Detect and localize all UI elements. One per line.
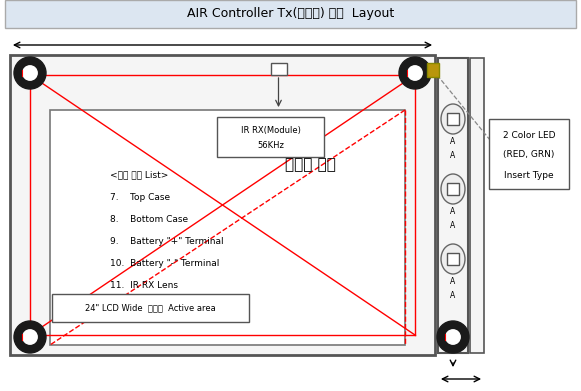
Bar xyxy=(470,58,484,353)
FancyBboxPatch shape xyxy=(489,119,569,189)
Circle shape xyxy=(23,66,37,80)
Text: Insert Type: Insert Type xyxy=(504,170,554,179)
Bar xyxy=(50,110,405,345)
Bar xyxy=(10,55,435,355)
Bar xyxy=(447,113,459,125)
Bar xyxy=(447,183,459,195)
Text: 56KHz: 56KHz xyxy=(257,140,284,149)
Bar xyxy=(438,58,468,353)
Circle shape xyxy=(23,330,37,344)
Text: 7.    Top Case: 7. Top Case xyxy=(110,194,170,203)
Bar xyxy=(271,63,286,75)
Text: 10.  Battery "-" Terminal: 10. Battery "-" Terminal xyxy=(110,260,220,269)
Text: 11.  IR RX Lens: 11. IR RX Lens xyxy=(110,282,178,291)
Ellipse shape xyxy=(441,244,465,274)
Text: 초음파 센서: 초음파 센서 xyxy=(285,158,335,172)
Text: 24" LCD Wide  모니터  Active area: 24" LCD Wide 모니터 Active area xyxy=(85,303,216,312)
Bar xyxy=(5,0,576,28)
Bar xyxy=(447,253,459,265)
Circle shape xyxy=(446,330,460,344)
Circle shape xyxy=(14,321,46,353)
FancyBboxPatch shape xyxy=(52,294,249,322)
Bar xyxy=(427,63,439,77)
Text: A: A xyxy=(450,206,456,215)
Text: (RED, GRN): (RED, GRN) xyxy=(503,151,555,160)
Circle shape xyxy=(399,57,431,89)
FancyBboxPatch shape xyxy=(217,117,324,157)
Text: 9.    Battery "+" Terminal: 9. Battery "+" Terminal xyxy=(110,237,224,246)
Text: A: A xyxy=(450,221,456,230)
Circle shape xyxy=(14,57,46,89)
Text: 8.    Bottom Case: 8. Bottom Case xyxy=(110,215,188,224)
Circle shape xyxy=(437,321,469,353)
Circle shape xyxy=(408,66,422,80)
Text: 2 Color LED: 2 Color LED xyxy=(503,131,555,140)
Text: IR RX(Module): IR RX(Module) xyxy=(241,127,300,136)
Text: A: A xyxy=(450,276,456,285)
Text: A: A xyxy=(450,136,456,145)
Text: <기구 부품 List>: <기구 부품 List> xyxy=(110,170,168,179)
Text: A: A xyxy=(450,151,456,160)
Ellipse shape xyxy=(441,104,465,134)
Ellipse shape xyxy=(441,174,465,204)
Text: AIR Controller Tx(모니터) 기구  Layout: AIR Controller Tx(모니터) 기구 Layout xyxy=(187,7,394,20)
Text: A: A xyxy=(450,291,456,300)
